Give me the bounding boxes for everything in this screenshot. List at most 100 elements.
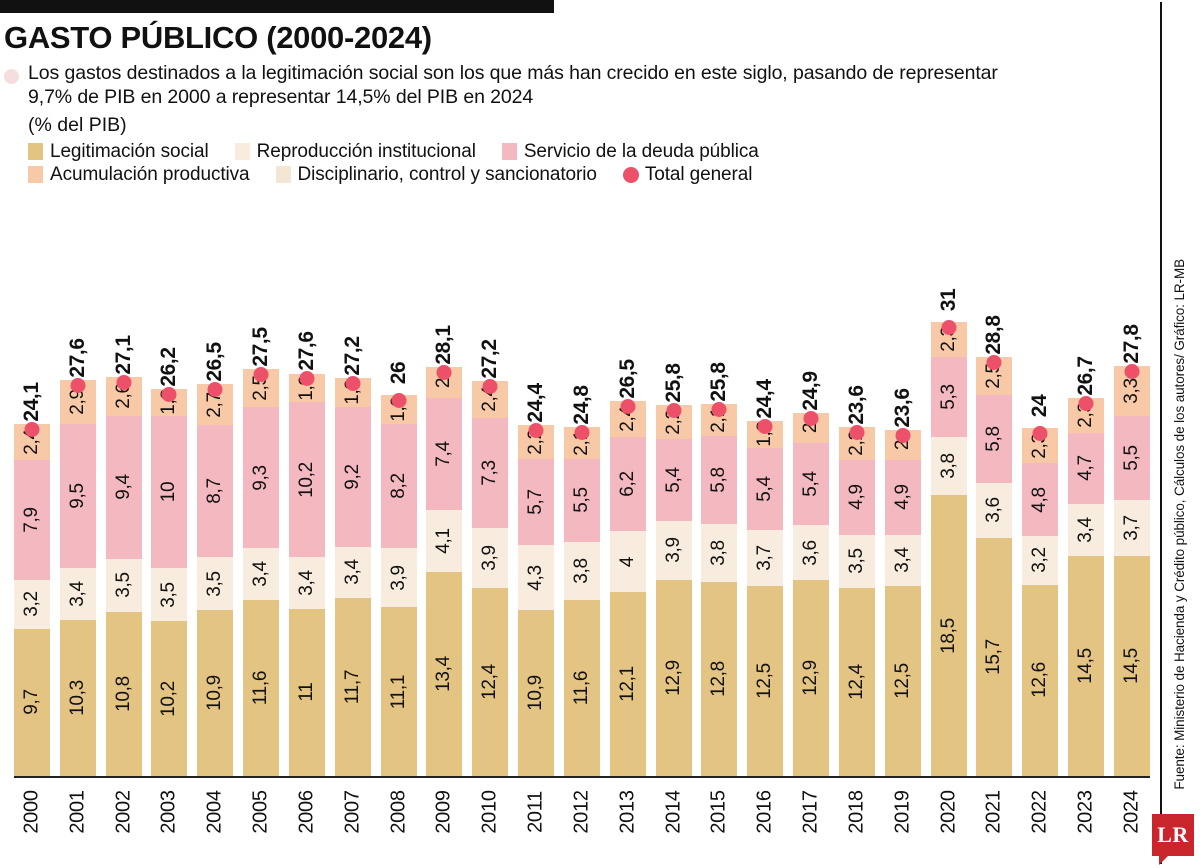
- total-value-label: 27,6: [294, 331, 318, 372]
- subtitle-row: Los gastos destinados a la legitimación …: [4, 61, 1134, 110]
- x-axis-tick-label: 2000: [20, 790, 43, 834]
- bar-column[interactable]: 2,2 4,9 3,5 12,4 23,6: [838, 296, 875, 776]
- total-marker-dot: [1078, 395, 1094, 411]
- bar-segment-value: 8,2: [387, 473, 409, 499]
- bar-segment-value: 3,8: [708, 539, 730, 566]
- header: GASTO PÚBLICO (2000-2024) Los gastos des…: [4, 21, 1134, 187]
- x-axis-tick-label: 2020: [937, 790, 960, 834]
- bar-column[interactable]: 2,2 5,4 3,9 12,9 25,8: [655, 296, 692, 776]
- x-axis-tick: 2003: [151, 780, 187, 862]
- x-axis-tick: 2015: [701, 780, 737, 862]
- bar-column[interactable]: 2,9 9,5 3,4 10,3 27,6: [59, 296, 96, 776]
- total-value-label: 24,8: [569, 385, 593, 425]
- bar-segment-value: 3,6: [983, 497, 1005, 523]
- total-value-label: 24,4: [524, 383, 548, 423]
- bar-segment-value: 12,4: [479, 663, 501, 700]
- total-value-label: 25,8: [707, 362, 731, 402]
- bar-column[interactable]: 2,3 4,7 3,4 14,5 26,7: [1068, 296, 1105, 776]
- bar-segment-value: 4,8: [1029, 486, 1051, 513]
- bar-segment: 3,4: [59, 567, 96, 620]
- legend-item-acumulaci-n-productiva[interactable]: Acumulación productiva: [28, 164, 250, 186]
- bar-segment-value: 11,7: [341, 669, 363, 705]
- total-value-label: 26,2: [157, 347, 181, 387]
- source-note: Fuente: Ministerio de Hacienda y Crédito…: [1162, 0, 1196, 790]
- x-axis-tick-label: 2003: [157, 790, 180, 834]
- bar-segment-value: 9,2: [341, 464, 363, 490]
- x-axis-tick-label: 2017: [799, 790, 822, 834]
- bar-segment-value: 7,3: [479, 460, 501, 486]
- bar-column[interactable]: 1,9 10,2 3,4 11 27,6: [288, 296, 325, 776]
- legend-item-total-general[interactable]: Total general: [622, 163, 753, 186]
- total-value-label: 24,9: [799, 371, 823, 411]
- legend-item-servicio-de-la-deuda-p-blica[interactable]: Servicio de la deuda pública: [501, 141, 759, 163]
- bar-column[interactable]: 2,2 5,7 4,3 10,9 24,4: [518, 296, 555, 776]
- bar-segment: 12,9: [655, 580, 692, 776]
- legend: Legitimación social Reproducción instituc…: [28, 141, 1134, 186]
- bar-segment: 11,6: [563, 599, 600, 776]
- bar-segment: 4,7: [1068, 432, 1105, 505]
- bar-column[interactable]: 2,1 5,5 3,8 11,6 24,8: [563, 296, 600, 776]
- bar-segment-value: 12,9: [662, 660, 684, 696]
- x-axis-tick-label: 2012: [570, 790, 593, 834]
- bar-column[interactable]: 2,1 5,8 3,8 12,8 25,8: [701, 296, 738, 776]
- bar-segment: 5,5: [563, 458, 600, 543]
- total-marker-dot: [253, 366, 269, 382]
- bar-segment-value: 14,5: [1075, 647, 1097, 684]
- total-value-label: 28,1: [432, 325, 456, 366]
- bar-segment: 11,7: [334, 598, 371, 776]
- legend-swatch-icon: [234, 143, 250, 161]
- x-axis-tick: 2011: [518, 780, 554, 862]
- bar-column[interactable]: 2,5 5,8 3,6 15,7 28,8: [976, 296, 1013, 776]
- total-marker-dot: [574, 424, 590, 440]
- bar-column[interactable]: 1,9 8,2 3,9 11,1 26: [380, 296, 417, 776]
- bar-segment: 5,4: [793, 443, 830, 526]
- bar-segment-value: 3,4: [66, 580, 88, 607]
- bar-column[interactable]: 2,4 6,2 4 12,1 26,5: [609, 296, 646, 776]
- bar-column[interactable]: 2 5,4 3,6 12,9 24,9: [793, 296, 830, 776]
- x-axis-tick: 2019: [885, 780, 921, 862]
- bar-segment-value: 4,7: [1075, 455, 1097, 482]
- bar-column[interactable]: 2,6 9,4 3,5 10,8 27,1: [105, 296, 142, 776]
- total-value-label: 27,8: [1119, 324, 1143, 364]
- bar-column[interactable]: 1,8 5,4 3,7 12,5 24,4: [747, 296, 784, 776]
- bar-segment: 4,9: [838, 460, 875, 535]
- legend-item-reproducci-n-institucional[interactable]: Reproducción institucional: [234, 141, 476, 163]
- bar-segment-value: 14,5: [1120, 647, 1142, 684]
- bar-column[interactable]: 2,4 7,9 3,2 9,7 24,1: [14, 296, 50, 776]
- bar-segment: 3,8: [563, 542, 600, 600]
- x-axis-tick-label: 2015: [707, 790, 730, 834]
- x-axis-tick: 2018: [839, 780, 875, 862]
- bar-segment: 3,9: [380, 548, 417, 608]
- bar-segment: 10,2: [288, 402, 325, 558]
- bar-segment: 3,4: [334, 546, 371, 599]
- bar-segment: 12,4: [472, 587, 509, 776]
- bar-column[interactable]: 2 4,9 3,4 12,5 23,6: [884, 296, 921, 776]
- x-axis-tick-label: 2006: [295, 790, 318, 834]
- bar-column[interactable]: 2,5 9,3 3,4 11,6 27,5: [243, 296, 280, 776]
- bar-segment: 11,6: [243, 599, 280, 776]
- total-marker-dot: [482, 379, 498, 395]
- total-value-label: 23,6: [844, 385, 868, 425]
- bar-segment-value: 4,9: [891, 484, 913, 511]
- total-marker-dot: [757, 418, 773, 434]
- x-axis-tick: 2022: [1022, 780, 1058, 862]
- bar-segment-value: 3,2: [1029, 547, 1051, 574]
- bar-segment-value: 12,5: [891, 663, 913, 699]
- bar-column[interactable]: 3,3 5,5 3,7 14,5 27,8: [1113, 296, 1150, 776]
- legend-item-legitimaci-n-social[interactable]: Legitimación social: [28, 141, 209, 163]
- total-marker-dot: [161, 386, 177, 402]
- bar-column[interactable]: 2,3 5,3 3,8 18,5 31: [930, 289, 967, 776]
- x-axis-tick: 2020: [931, 780, 967, 862]
- bar-column[interactable]: 1,8 10 3,5 10,2 26,2: [151, 296, 188, 776]
- bar-segment: 5,4: [655, 438, 692, 521]
- bar-segment-value: 9,5: [66, 482, 88, 509]
- bar-segment-value: 18,5: [937, 617, 959, 654]
- legend-item-disciplinario-control-y-sancionatorio[interactable]: Disciplinario, control y sancionatorio: [275, 164, 597, 186]
- bar-segment: 3,4: [1068, 504, 1105, 556]
- bar-column[interactable]: 2 7,4 4,1 13,4 28,1: [426, 296, 463, 776]
- legend-label: Total general: [644, 163, 753, 185]
- bar-column[interactable]: 2,3 4,8 3,2 12,6 24: [1022, 296, 1059, 776]
- bar-column[interactable]: 1,9 9,2 3,4 11,7 27,2: [334, 296, 371, 776]
- bar-column[interactable]: 2,4 7,3 3,9 12,4 27,2: [472, 296, 509, 776]
- bar-column[interactable]: 2,7 8,7 3,5 10,9 26,5: [197, 296, 234, 776]
